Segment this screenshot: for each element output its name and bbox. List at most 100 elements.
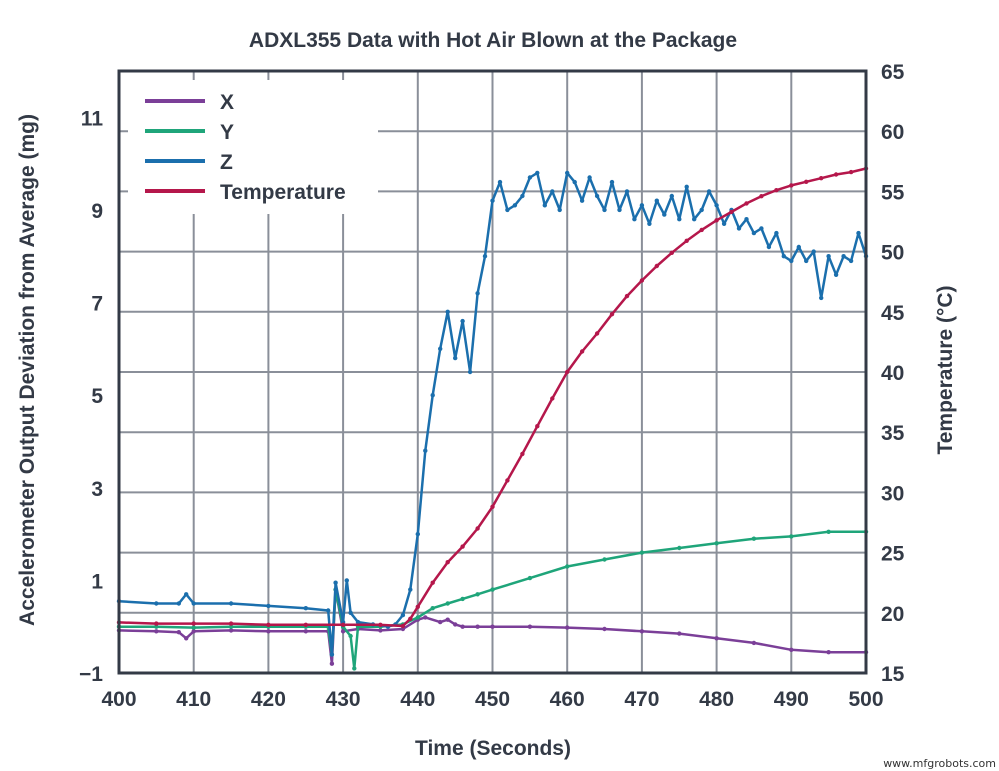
data-point-z bbox=[535, 170, 540, 176]
data-point-temperature bbox=[228, 621, 234, 626]
x-tick-label: 430 bbox=[326, 688, 361, 711]
data-point-z bbox=[542, 203, 547, 208]
data-point-x bbox=[303, 629, 308, 634]
x-tick-label: 480 bbox=[699, 688, 734, 711]
data-point-y bbox=[789, 534, 794, 539]
data-point-x bbox=[714, 636, 719, 641]
data-point-z bbox=[326, 608, 331, 613]
data-point-temperature bbox=[744, 201, 749, 206]
y2-axis-label: Temperature (°C) bbox=[934, 285, 957, 454]
data-point-z bbox=[460, 318, 465, 324]
data-point-z bbox=[490, 198, 495, 203]
data-point-temperature bbox=[460, 544, 465, 549]
data-point-z bbox=[736, 226, 742, 231]
data-point-z bbox=[344, 578, 349, 583]
data-point-temperature bbox=[833, 172, 839, 177]
y-axis-label: Accelerometer Output Deviation from Aver… bbox=[16, 114, 39, 626]
data-point-z bbox=[766, 244, 772, 250]
data-point-temperature bbox=[430, 580, 435, 585]
data-point-temperature bbox=[415, 604, 420, 609]
data-point-z bbox=[579, 198, 585, 203]
data-point-z bbox=[438, 346, 443, 351]
data-point-temperature bbox=[594, 331, 600, 336]
data-point-z bbox=[699, 207, 704, 213]
data-point-temperature bbox=[714, 218, 719, 223]
data-point-y bbox=[527, 575, 533, 581]
data-point-z bbox=[587, 175, 592, 180]
data-point-z bbox=[706, 189, 712, 194]
data-point-z bbox=[647, 221, 652, 226]
data-point-temperature bbox=[848, 169, 854, 175]
y-tick-label: 9 bbox=[91, 200, 103, 223]
data-point-y bbox=[677, 545, 682, 551]
data-point-z bbox=[415, 531, 420, 537]
legend-label-y: Y bbox=[220, 121, 234, 144]
data-point-x bbox=[340, 629, 346, 634]
data-point-y bbox=[714, 541, 719, 546]
y2-tick-label: 30 bbox=[881, 482, 904, 505]
data-point-z bbox=[833, 272, 839, 277]
legend-label-temperature: Temperature bbox=[220, 181, 346, 204]
y2-tick-label: 55 bbox=[881, 181, 905, 204]
data-point-temperature bbox=[579, 349, 585, 354]
data-point-z bbox=[520, 193, 525, 199]
data-point-temperature bbox=[669, 250, 674, 255]
data-point-x bbox=[602, 626, 607, 632]
data-point-x bbox=[228, 628, 234, 633]
y-tick-label: 1 bbox=[91, 570, 103, 593]
data-point-x bbox=[453, 622, 458, 627]
data-point-temperature bbox=[565, 369, 570, 375]
data-point-z bbox=[781, 254, 786, 259]
data-point-temperature bbox=[303, 622, 308, 627]
data-point-z bbox=[721, 221, 727, 226]
data-point-y bbox=[191, 625, 196, 630]
data-point-z bbox=[303, 606, 308, 611]
data-point-y bbox=[348, 633, 353, 639]
data-point-z bbox=[333, 580, 338, 585]
data-point-y bbox=[602, 557, 607, 562]
data-point-z bbox=[348, 610, 353, 615]
legend: XYZ Temperature bbox=[128, 80, 378, 214]
y2-tick-label: 20 bbox=[881, 603, 904, 626]
x-tick-labels: 400 410 420 430 440 450 460 470 480 490 500 bbox=[101, 688, 883, 711]
y2-tick-label: 15 bbox=[881, 663, 905, 686]
data-point-x bbox=[751, 640, 757, 646]
data-point-temperature bbox=[550, 396, 555, 401]
data-point-z bbox=[848, 258, 854, 264]
data-point-temperature bbox=[535, 424, 540, 429]
data-point-y bbox=[751, 536, 757, 541]
y-tick-label: 7 bbox=[91, 293, 103, 316]
data-point-z bbox=[744, 217, 749, 222]
data-point-z bbox=[594, 193, 600, 199]
y-tick-label: 3 bbox=[91, 478, 103, 501]
legend-label-z: Z bbox=[220, 151, 233, 174]
series-z bbox=[116, 170, 869, 657]
data-point-z bbox=[662, 212, 667, 217]
data-point-z bbox=[329, 652, 335, 657]
data-point-z bbox=[669, 193, 674, 199]
data-point-z bbox=[550, 189, 555, 194]
data-point-z bbox=[400, 612, 406, 618]
y2-tick-label: 50 bbox=[881, 242, 904, 265]
data-point-z bbox=[841, 254, 846, 259]
x-tick-label: 420 bbox=[251, 688, 286, 711]
data-point-z bbox=[692, 217, 697, 222]
data-point-z bbox=[355, 619, 361, 625]
data-point-x bbox=[826, 650, 831, 655]
data-point-temperature bbox=[266, 622, 271, 627]
data-point-z bbox=[467, 369, 473, 375]
data-point-temperature bbox=[774, 188, 779, 193]
data-point-x bbox=[191, 629, 196, 634]
x-tick-label: 450 bbox=[475, 688, 510, 711]
data-point-x bbox=[329, 661, 335, 666]
watermark: www.mfgrobots.com bbox=[883, 757, 996, 770]
data-point-z bbox=[228, 601, 234, 606]
data-point-z bbox=[751, 230, 757, 236]
data-point-temperature bbox=[378, 622, 383, 627]
data-point-temperature bbox=[654, 263, 659, 269]
data-point-z bbox=[826, 254, 831, 259]
y-tick-label: −1 bbox=[79, 663, 103, 686]
plot-frame bbox=[117, 69, 868, 675]
data-point-z bbox=[497, 179, 503, 185]
